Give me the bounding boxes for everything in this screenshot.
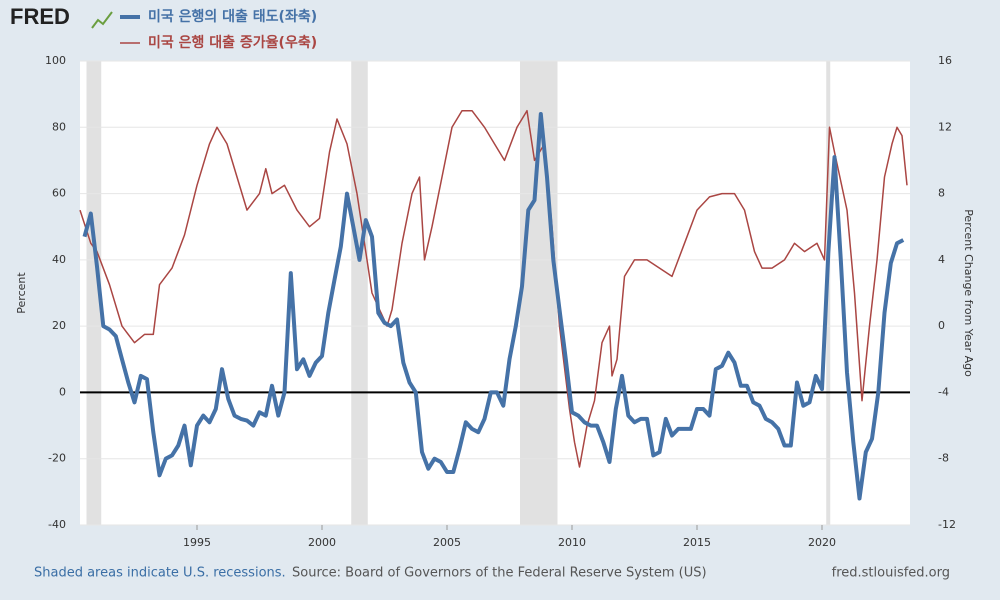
x-tick-label: 1995 — [183, 536, 211, 549]
y-tick-label: 20 — [52, 319, 66, 332]
y-axis-label: Percent — [15, 272, 28, 314]
recession-band — [86, 61, 102, 525]
y-tick-label: -40 — [48, 518, 66, 531]
recession-band — [351, 61, 368, 525]
y2-axis-label: Percent Change from Year Ago — [962, 209, 975, 377]
logo: FRED — [10, 4, 70, 29]
y2-tick-label: 16 — [938, 54, 952, 67]
x-tick-label: 2000 — [308, 536, 336, 549]
y-tick-label: 40 — [52, 253, 66, 266]
y-tick-label: 0 — [59, 385, 66, 398]
x-tick-label: 2020 — [808, 536, 836, 549]
y-tick-label: 80 — [52, 120, 66, 133]
y2-tick-label: -8 — [938, 452, 949, 465]
series-line — [79, 109, 908, 468]
y2-tick-label: 4 — [938, 253, 945, 266]
series-line — [82, 112, 905, 501]
y2-tick-label: -12 — [938, 518, 956, 531]
y-tick-label: 60 — [52, 187, 66, 200]
x-tick-label: 2010 — [558, 536, 586, 549]
site: fred.stlouisfed.org — [832, 566, 950, 581]
x-tick-label: 2005 — [433, 536, 461, 549]
logo-icon — [91, 11, 113, 29]
y2-tick-label: -4 — [938, 385, 949, 398]
y2-tick-label: 8 — [938, 187, 945, 200]
x-tick-label: 2015 — [683, 536, 711, 549]
y-tick-label: 100 — [45, 54, 66, 67]
y2-tick-label: 0 — [938, 319, 945, 332]
source: Source: Board of Governors of the Federa… — [292, 566, 707, 581]
recession-note: Shaded areas indicate U.S. recessions. — [34, 566, 286, 581]
y2-tick-label: 12 — [938, 120, 952, 133]
legend-label: 미국 은행의 대출 태도(좌축) — [148, 8, 317, 25]
y-tick-label: -20 — [48, 452, 66, 465]
plot-area — [80, 61, 910, 525]
legend-label: 미국 은행 대출 증가율(우축) — [148, 34, 317, 51]
